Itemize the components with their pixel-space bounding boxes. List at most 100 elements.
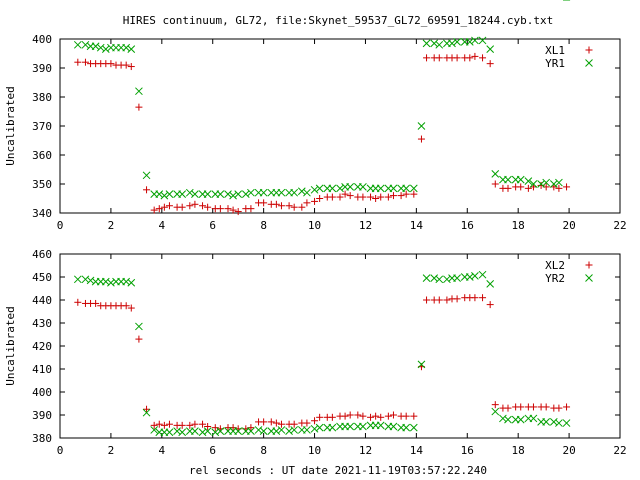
data-point-xl1	[377, 193, 385, 201]
data-point-xl2	[517, 403, 525, 411]
data-point-xl1	[143, 186, 151, 194]
data-point-yr1	[81, 40, 90, 49]
x-tick-label: 12	[359, 444, 372, 457]
data-point-xl1	[277, 202, 285, 210]
y-tick-label: 380	[32, 432, 52, 445]
data-point-xl1	[410, 190, 418, 198]
data-point-xl1	[81, 58, 89, 66]
data-point-xl1	[290, 203, 298, 211]
data-point-yr1	[247, 188, 255, 197]
data-point-xl1	[336, 193, 344, 201]
data-point-xl2	[303, 419, 311, 427]
data-point-xl1	[328, 193, 336, 201]
data-point-xl2	[443, 296, 451, 304]
data-point-xl2	[74, 298, 82, 306]
x-tick-label: 10	[308, 444, 321, 457]
y-tick-label: 440	[32, 294, 52, 307]
x-tick-label: 4	[159, 219, 166, 232]
y-tick-label: 390	[32, 62, 52, 75]
data-point-yr1	[549, 180, 558, 188]
data-point-xl1	[107, 60, 115, 68]
legend-marker-yr2	[585, 274, 593, 282]
data-point-xl2	[341, 412, 349, 420]
data-point-yr2	[443, 275, 451, 284]
data-point-yr2	[247, 427, 255, 435]
data-point-xl2	[150, 421, 158, 429]
data-point-xl2	[290, 420, 298, 428]
data-point-yr1	[297, 187, 306, 196]
data-point-yr1	[101, 45, 110, 54]
data-point-yr1	[290, 188, 299, 197]
data-point-yr1	[241, 190, 250, 199]
data-point-xl1	[372, 195, 380, 202]
data-point-xl2	[204, 423, 212, 430]
data-point-yr1	[409, 184, 418, 193]
legend-marker-yr1	[585, 59, 593, 67]
data-point-yr2	[402, 423, 411, 432]
data-point-yr1	[229, 191, 237, 200]
data-point-yr2	[346, 422, 355, 431]
data-point-yr1	[91, 42, 100, 51]
data-point-xl2	[529, 403, 537, 411]
data-point-yr2	[478, 270, 487, 279]
data-point-xl1	[397, 192, 405, 200]
data-point-yr2	[272, 427, 281, 435]
y-tick-label: 410	[32, 363, 52, 376]
data-point-xl2	[191, 420, 199, 428]
data-point-xl1	[186, 202, 194, 210]
data-point-yr1	[160, 191, 169, 200]
data-point-xl2	[311, 417, 319, 425]
data-point-yr2	[491, 407, 500, 416]
data-point-xl1	[122, 61, 130, 69]
data-point-yr1	[277, 188, 286, 197]
data-point-xl1	[285, 202, 293, 210]
data-point-yr1	[303, 188, 311, 197]
top-panel: 0 2 4 6 8 10 12 14 16 18 20 22 340 350 360 370 380 390 400…	[4, 0, 627, 232]
data-point-yr2	[259, 427, 268, 435]
data-point-yr1	[328, 184, 337, 193]
x-tick-label: 12	[359, 219, 372, 232]
data-point-yr1	[389, 184, 398, 193]
data-point-yr2	[211, 428, 220, 437]
x-tick-label: 16	[461, 219, 474, 232]
data-point-xl1	[453, 54, 461, 62]
data-point-xl2	[229, 424, 237, 432]
data-point-xl2	[155, 420, 163, 428]
data-point-xl1	[160, 203, 168, 211]
data-point-xl2	[372, 412, 380, 420]
data-point-yr2	[471, 271, 479, 280]
data-point-xl2	[435, 296, 443, 304]
data-point-xl1	[247, 205, 255, 213]
data-point-xl2	[165, 420, 173, 428]
x-tick-label: 0	[57, 444, 64, 457]
data-point-xl2	[122, 302, 130, 310]
legend-marker-xl1	[585, 46, 593, 54]
data-point-xl2	[127, 304, 135, 312]
data-point-xl1	[417, 135, 425, 143]
data-point-xl1	[389, 192, 397, 200]
data-point-xl1	[150, 206, 158, 214]
data-point-xl1	[298, 203, 306, 211]
legend-label: XL2	[545, 259, 565, 272]
data-point-xl1	[341, 190, 349, 198]
data-point-xl2	[359, 412, 367, 420]
data-point-xl1	[260, 199, 268, 207]
x-tick-label: 8	[260, 219, 267, 232]
data-point-xl1	[204, 203, 212, 211]
y-tick-label: 400	[32, 386, 52, 399]
y-tick-label: 450	[32, 271, 52, 284]
data-point-yr2	[198, 428, 207, 437]
data-point-yr1	[453, 38, 461, 46]
data-point-yr1	[516, 175, 525, 184]
data-point-xl2	[423, 296, 431, 304]
data-point-xl2	[267, 418, 275, 426]
data-point-xl1	[555, 184, 563, 192]
data-point-yr1	[346, 183, 355, 191]
data-point-yr1	[224, 190, 232, 199]
y-tick-label: 420	[32, 340, 52, 353]
y-tick-label: 340	[32, 207, 52, 220]
data-point-xl2	[277, 420, 285, 428]
data-point-xl1	[303, 199, 311, 207]
y-axis-label: Uncalibrated	[4, 306, 17, 385]
